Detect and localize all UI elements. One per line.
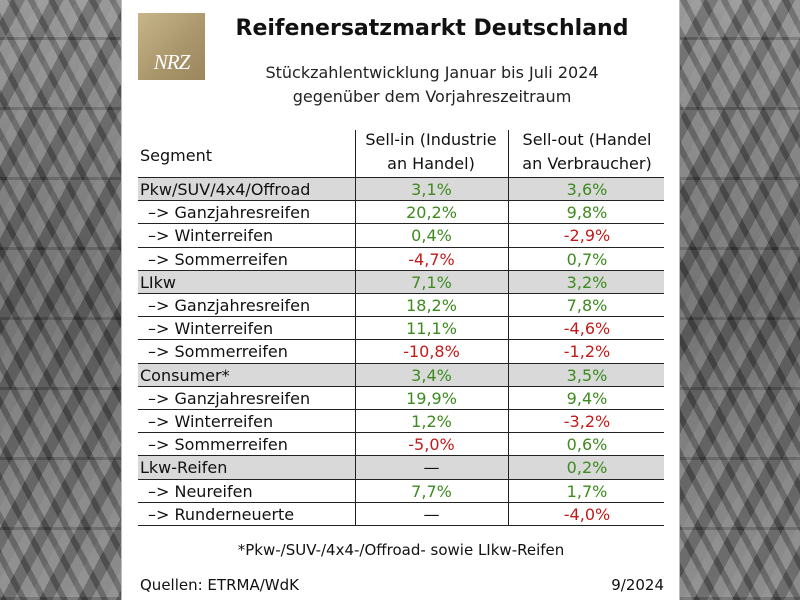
row-divider xyxy=(138,409,664,410)
table-row: LIkw 7,1% 3,2% xyxy=(138,270,664,294)
row-divider xyxy=(138,362,664,364)
table-row: –> Ganzjahresreifen 19,9% 9,4% xyxy=(138,387,664,410)
row-divider xyxy=(138,455,664,457)
footnote: *Pkw-/SUV-/4x4-/Offroad- sowie LIkw-Reif… xyxy=(237,541,565,559)
table-header-rule xyxy=(138,177,664,178)
sell-in-value: 18,2% xyxy=(406,296,457,315)
table-row: –> Winterreifen 0,4% -2,9% xyxy=(138,224,664,247)
sell-in-value: 3,4% xyxy=(411,365,452,385)
sell-in-value: — xyxy=(423,504,440,524)
sell-out-value: -4,0% xyxy=(563,504,611,524)
sell-out-value: 3,5% xyxy=(566,365,608,385)
sell-in-value: 20,2% xyxy=(406,203,457,223)
row-divider xyxy=(138,246,664,248)
sell-in-value: 3,1% xyxy=(411,180,452,199)
sell-out-value: 9,8% xyxy=(566,203,608,223)
column-header-segment: Segment xyxy=(140,146,212,165)
row-divider xyxy=(138,269,664,271)
publication-date: 9/2024 xyxy=(611,576,664,594)
infographic-panel xyxy=(121,0,680,600)
segment-cell: –> Ganzjahresreifen xyxy=(148,388,311,408)
column-header-sell-out-line2: an Verbraucher) xyxy=(522,154,652,173)
table-row: Pkw/SUV/4x4/Offroad 3,1% 3,6% xyxy=(138,178,664,201)
segment-cell: –> Winterreifen xyxy=(148,412,274,431)
column-divider-1 xyxy=(355,130,356,526)
table-row: –> Sommerreifen -10,8% -1,2% xyxy=(138,340,664,363)
column-header-sell-in: Sell-in (Industrie an Handel) xyxy=(356,128,506,176)
column-header-sell-out: Sell-out (Handel an Verbraucher) xyxy=(509,128,665,176)
nrz-logo: NRZ xyxy=(138,13,205,80)
chart-title: Reifenersatzmarkt Deutschland xyxy=(235,16,629,41)
row-divider xyxy=(138,223,664,225)
table-row: –> Ganzjahresreifen 20,2% 9,8% xyxy=(138,201,664,224)
column-header-sell-in-line1: Sell-in (Industrie xyxy=(365,130,497,149)
sell-out-value: 0,7% xyxy=(566,249,608,269)
row-divider xyxy=(138,293,664,294)
sell-out-value: 0,2% xyxy=(566,458,608,478)
row-divider xyxy=(138,478,664,480)
sell-in-value: -5,0% xyxy=(408,435,455,455)
column-divider-2 xyxy=(508,130,509,526)
segment-cell: Pkw/SUV/4x4/Offroad xyxy=(140,180,311,199)
segment-cell: –> Winterreifen xyxy=(148,319,274,339)
segment-cell: –> Sommerreifen xyxy=(148,435,288,455)
row-divider xyxy=(138,501,664,503)
sell-in-value: 11,1% xyxy=(406,319,457,339)
sell-out-value: 1,7% xyxy=(566,481,608,501)
source-note: Quellen: ETRMA/WdK xyxy=(140,576,299,594)
sell-out-value: 7,8% xyxy=(566,296,608,315)
table-row: –> Ganzjahresreifen 18,2% 7,8% xyxy=(138,294,664,317)
row-divider xyxy=(138,316,664,318)
segment-cell: Consumer* xyxy=(140,365,230,385)
sell-in-value: 1,2% xyxy=(411,412,452,431)
column-header-sell-in-line2: an Handel) xyxy=(387,154,475,173)
sell-out-value: 9,4% xyxy=(566,388,608,408)
segment-cell: –> Sommerreifen xyxy=(148,249,288,269)
sell-in-value: 0,4% xyxy=(411,226,452,246)
chart-subtitle-line2: gegenüber dem Vorjahreszeitraum xyxy=(292,87,572,106)
sell-in-value: — xyxy=(423,458,440,478)
sell-in-value: -4,7% xyxy=(408,249,455,269)
row-divider xyxy=(138,385,664,387)
row-divider xyxy=(138,432,664,434)
nrz-logo-text: NRZ xyxy=(153,50,191,74)
segment-cell: –> Ganzjahresreifen xyxy=(148,203,311,223)
sell-out-value: -1,2% xyxy=(563,342,611,362)
row-divider xyxy=(138,339,664,341)
sell-in-value: 7,1% xyxy=(411,272,452,292)
table-row: –> Neureifen 7,7% 1,7% xyxy=(138,480,664,503)
sell-out-value: -3,2% xyxy=(563,412,611,431)
sell-out-value: 3,2% xyxy=(566,272,608,292)
segment-cell: –> Neureifen xyxy=(148,481,253,501)
sell-in-value: 19,9% xyxy=(406,388,457,408)
segment-cell: LIkw xyxy=(140,272,176,292)
row-divider xyxy=(138,200,664,202)
segment-cell: –> Sommerreifen xyxy=(148,342,288,362)
table-row: Lkw-Reifen — 0,2% xyxy=(138,456,664,480)
table-row: –> Winterreifen 1,2% -3,2% xyxy=(138,410,664,433)
table-row: –> Sommerreifen -5,0% 0,6% xyxy=(138,433,664,456)
sell-out-value: 3,6% xyxy=(566,180,608,199)
chart-subtitle-line1: Stückzahlentwicklung Januar bis Juli 202… xyxy=(265,63,599,82)
table-row: –> Winterreifen 11,1% -4,6% xyxy=(138,317,664,340)
sell-out-value: -2,9% xyxy=(563,226,611,246)
sell-out-value: -4,6% xyxy=(563,319,611,339)
segment-cell: Lkw-Reifen xyxy=(140,458,228,478)
table-row: –> Sommerreifen -4,7% 0,7% xyxy=(138,248,664,271)
table-row: –> Runderneuerte — -4,0% xyxy=(138,503,664,526)
segment-cell: –> Winterreifen xyxy=(148,226,274,246)
sell-out-value: 0,6% xyxy=(566,435,608,455)
segment-cell: –> Ganzjahresreifen xyxy=(148,296,311,315)
sell-in-value: 7,7% xyxy=(411,481,452,501)
table-row: Consumer* 3,4% 3,5% xyxy=(138,363,664,387)
column-header-sell-out-line1: Sell-out (Handel xyxy=(522,130,652,149)
sell-in-value: -10,8% xyxy=(403,342,460,362)
row-divider xyxy=(138,525,664,526)
segment-cell: –> Runderneuerte xyxy=(148,504,295,524)
